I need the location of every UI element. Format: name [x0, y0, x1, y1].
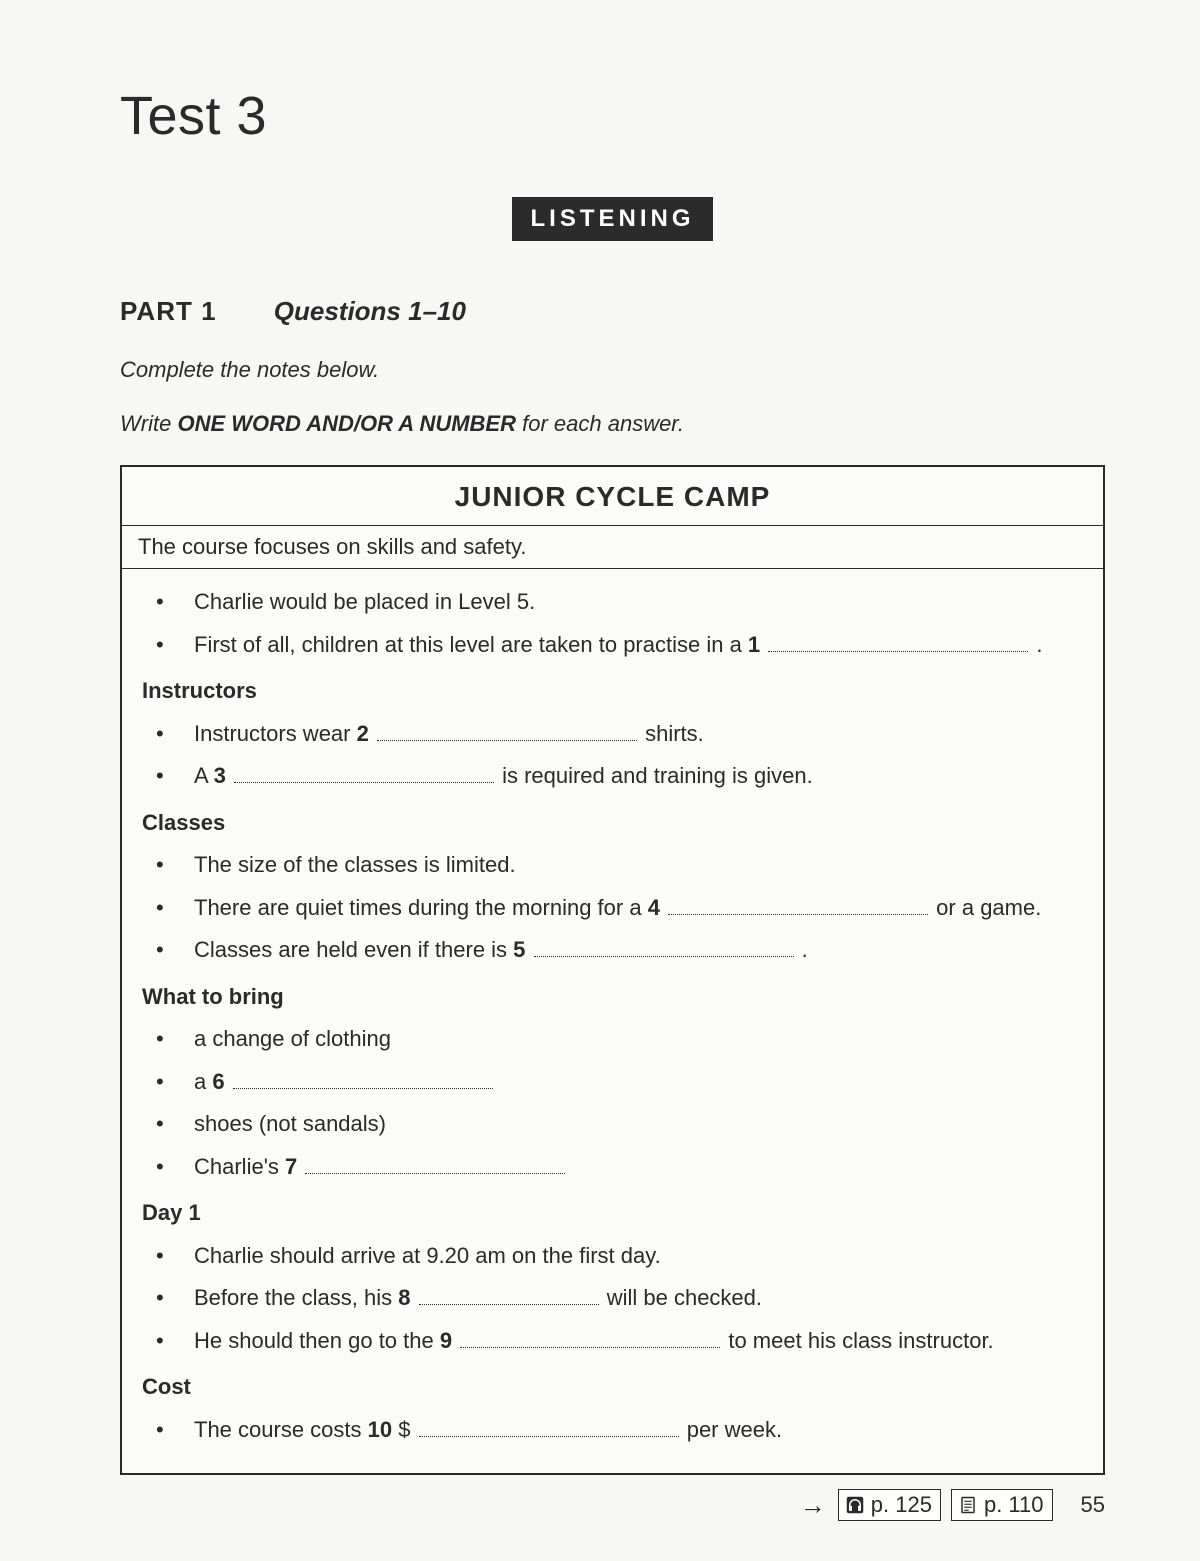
- list-item: First of all, children at this level are…: [142, 626, 1083, 665]
- intro-list: Charlie would be placed in Level 5. First…: [142, 583, 1083, 664]
- list-item: shoes (not sandals): [142, 1105, 1083, 1144]
- item-text: shoes (not sandals): [194, 1111, 386, 1136]
- item-text: or a game.: [930, 895, 1041, 920]
- item-text: a change of clothing: [194, 1026, 391, 1051]
- section-heading: Cost: [142, 1368, 1083, 1407]
- item-text: Classes are held even if there is: [194, 937, 513, 962]
- page-title: Test 3: [120, 85, 1105, 147]
- question-number: 6: [212, 1069, 224, 1094]
- section-list: The course costs 10 $ per week.: [142, 1411, 1083, 1450]
- instruction-emph: ONE WORD AND/OR A NUMBER: [177, 411, 516, 436]
- page: Test 3 LISTENING PART 1 Questions 1–10 C…: [0, 0, 1200, 1561]
- arrow-icon: →: [800, 1490, 826, 1521]
- answer-blank[interactable]: [233, 1069, 493, 1089]
- item-text: to meet his class instructor.: [722, 1328, 993, 1353]
- item-text: The course costs: [194, 1417, 368, 1442]
- item-text: $: [392, 1417, 416, 1442]
- answer-blank[interactable]: [668, 895, 928, 915]
- question-number: 1: [748, 632, 760, 657]
- instruction-tail: for each answer.: [516, 411, 684, 436]
- item-text: .: [796, 937, 808, 962]
- item-text: a: [194, 1069, 212, 1094]
- list-item: Charlie's 7: [142, 1148, 1083, 1187]
- list-item: The size of the classes is limited.: [142, 846, 1083, 885]
- item-text: Before the class, his: [194, 1285, 398, 1310]
- question-number: 5: [513, 937, 525, 962]
- instruction-lead: Write: [120, 411, 177, 436]
- item-text: There are quiet times during the morning…: [194, 895, 648, 920]
- section-heading: What to bring: [142, 978, 1083, 1017]
- part-row: PART 1 Questions 1–10: [120, 296, 1105, 327]
- question-number: 9: [440, 1328, 452, 1353]
- section-heading: Instructors: [142, 672, 1083, 711]
- list-item: There are quiet times during the morning…: [142, 889, 1083, 928]
- answer-blank[interactable]: [419, 1285, 599, 1305]
- ref-audio: p. 125: [838, 1489, 941, 1521]
- list-item: a change of clothing: [142, 1020, 1083, 1059]
- page-footer: → p. 125 p. 110 55: [120, 1489, 1105, 1521]
- instruction-complete: Complete the notes below.: [120, 357, 1105, 383]
- item-text: Charlie should arrive at 9.20 am on the …: [194, 1243, 661, 1268]
- answer-blank[interactable]: [419, 1417, 679, 1437]
- answer-blank[interactable]: [234, 763, 494, 783]
- question-number: 4: [648, 895, 660, 920]
- notes-title: JUNIOR CYCLE CAMP: [122, 467, 1103, 526]
- notes-body: Charlie would be placed in Level 5. First…: [122, 569, 1103, 1473]
- list-item: a 6: [142, 1063, 1083, 1102]
- item-text: is required and training is given.: [496, 763, 813, 788]
- question-number: 10: [368, 1417, 392, 1442]
- headphones-icon: [845, 1495, 865, 1515]
- list-item: Charlie would be placed in Level 5.: [142, 583, 1083, 622]
- part-label: PART 1: [120, 296, 217, 326]
- list-item: The course costs 10 $ per week.: [142, 1411, 1083, 1450]
- question-number: 3: [214, 763, 226, 788]
- item-text: shirts.: [639, 721, 704, 746]
- answer-blank[interactable]: [377, 721, 637, 741]
- ref-audio-text: p. 125: [871, 1492, 932, 1518]
- listening-badge: LISTENING: [512, 197, 712, 241]
- ref-answers-text: p. 110: [984, 1492, 1044, 1518]
- list-item: Instructors wear 2 shirts.: [142, 715, 1083, 754]
- item-text: First of all, children at this level are…: [194, 632, 748, 657]
- part-questions: Questions 1–10: [274, 296, 466, 326]
- item-text: Charlie would be placed in Level 5.: [194, 589, 535, 614]
- answer-blank[interactable]: [305, 1154, 565, 1174]
- instruction-wordcount: Write ONE WORD AND/OR A NUMBER for each …: [120, 411, 1105, 437]
- question-number: 7: [285, 1154, 297, 1179]
- section-list: Instructors wear 2 shirts.A 3 is require…: [142, 715, 1083, 796]
- item-text: .: [1030, 632, 1042, 657]
- ref-answers: p. 110: [951, 1489, 1053, 1521]
- notes-box: JUNIOR CYCLE CAMP The course focuses on …: [120, 465, 1105, 1475]
- question-number: 2: [357, 721, 369, 746]
- doc-icon: [958, 1495, 978, 1515]
- item-text: He should then go to the: [194, 1328, 440, 1353]
- item-text: will be checked.: [601, 1285, 762, 1310]
- answer-blank[interactable]: [768, 632, 1028, 652]
- list-item: Before the class, his 8 will be checked.: [142, 1279, 1083, 1318]
- item-text: per week.: [681, 1417, 783, 1442]
- section-list: The size of the classes is limited. There…: [142, 846, 1083, 970]
- list-item: Classes are held even if there is 5 .: [142, 931, 1083, 970]
- list-item: A 3 is required and training is given.: [142, 757, 1083, 796]
- question-number: 8: [398, 1285, 410, 1310]
- page-number: 55: [1081, 1492, 1105, 1518]
- item-text: Instructors wear: [194, 721, 357, 746]
- item-text: Charlie's: [194, 1154, 285, 1179]
- section-list: Charlie should arrive at 9.20 am on the …: [142, 1237, 1083, 1361]
- section-heading: Classes: [142, 804, 1083, 843]
- notes-subtitle: The course focuses on skills and safety.: [122, 526, 1103, 569]
- item-text: The size of the classes is limited.: [194, 852, 516, 877]
- list-item: He should then go to the 9 to meet his c…: [142, 1322, 1083, 1361]
- list-item: Charlie should arrive at 9.20 am on the …: [142, 1237, 1083, 1276]
- item-text: A: [194, 763, 214, 788]
- answer-blank[interactable]: [534, 937, 794, 957]
- answer-blank[interactable]: [460, 1328, 720, 1348]
- section-heading: Day 1: [142, 1194, 1083, 1233]
- section-list: a change of clothing a 6 shoes (not sanda…: [142, 1020, 1083, 1186]
